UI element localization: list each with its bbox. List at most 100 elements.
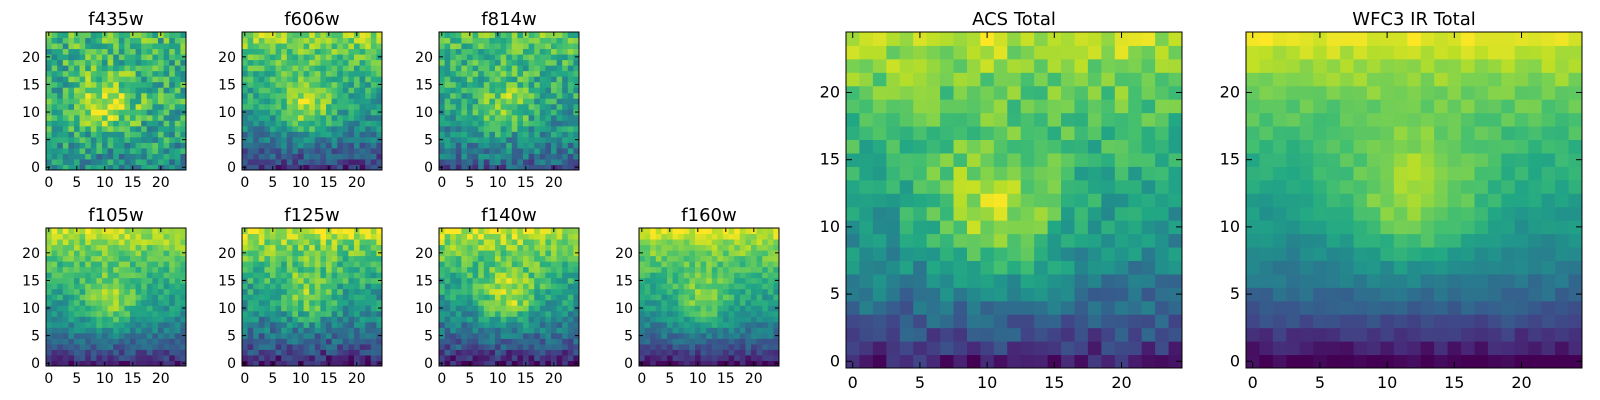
heatmap-cell — [62, 37, 69, 44]
heatmap-cell — [135, 76, 142, 83]
heatmap-cell — [348, 338, 355, 345]
heatmap-cell — [242, 65, 249, 72]
heatmap-cell — [1141, 179, 1156, 194]
heatmap-cell — [354, 65, 361, 72]
heatmap-cell — [146, 261, 153, 268]
heatmap-cell — [130, 239, 137, 246]
y-tick-label: 20 — [218, 246, 236, 262]
heatmap-cell — [562, 321, 569, 328]
heatmap-cell — [899, 300, 914, 315]
heatmap-cell — [667, 299, 674, 306]
heatmap-cell — [253, 125, 260, 132]
heatmap-cell — [130, 109, 137, 116]
heatmap-cell — [745, 360, 752, 367]
heatmap-cell — [79, 327, 86, 334]
heatmap-cell — [500, 158, 507, 165]
heatmap-cell — [534, 228, 541, 235]
heatmap-cell — [365, 98, 372, 105]
heatmap-cell — [292, 76, 299, 83]
heatmap-cell — [281, 310, 288, 317]
heatmap-cell — [337, 327, 344, 334]
heatmap-cell — [180, 87, 187, 94]
heatmap-cell — [264, 310, 271, 317]
x-tick-label: 5 — [268, 371, 277, 387]
heatmap-cell — [359, 321, 366, 328]
heatmap-cell — [46, 103, 53, 110]
heatmap-cell — [762, 354, 769, 361]
heatmap-cell — [1061, 260, 1075, 275]
heatmap-cell — [700, 272, 707, 279]
heatmap-cell — [90, 310, 97, 317]
heatmap-cell — [455, 261, 462, 268]
heatmap-cell — [158, 239, 165, 246]
heatmap-cell — [174, 92, 181, 99]
heatmap-cell — [650, 343, 657, 350]
heatmap-cell — [444, 294, 451, 301]
heatmap-cell — [495, 338, 502, 345]
heatmap-cell — [567, 92, 574, 99]
heatmap-cell — [158, 261, 165, 268]
heatmap-cell — [270, 81, 277, 88]
heatmap-cell — [683, 327, 690, 334]
heatmap-cell — [500, 233, 507, 240]
heatmap-cell — [672, 261, 679, 268]
heatmap-cell — [146, 131, 153, 138]
heatmap-cell — [500, 360, 507, 367]
heatmap-cell — [359, 87, 366, 94]
heatmap-cell — [85, 153, 92, 160]
heatmap-cell — [678, 316, 685, 323]
heatmap-cell — [650, 283, 657, 290]
heatmap-cell — [1020, 341, 1035, 356]
heatmap-cell — [940, 179, 955, 194]
heatmap-cell — [444, 283, 451, 290]
heatmap-cell — [158, 43, 165, 50]
heatmap-cell — [309, 65, 316, 72]
heatmap-cell — [472, 239, 479, 246]
heatmap-cell — [551, 272, 558, 279]
heatmap-cell — [275, 136, 282, 143]
heatmap-cell — [444, 164, 451, 171]
heatmap-cell — [556, 255, 563, 262]
heatmap-cell — [523, 310, 530, 317]
heatmap-cell — [68, 310, 75, 317]
heatmap-cell — [461, 327, 468, 334]
heatmap-cell — [359, 354, 366, 361]
heatmap-cell — [62, 244, 69, 251]
heatmap-cell — [734, 228, 741, 235]
heatmap-cell — [567, 76, 574, 83]
heatmap-cell — [158, 37, 165, 44]
heatmap-cell — [650, 360, 657, 367]
heatmap-cell — [141, 294, 148, 301]
heatmap-cell — [174, 272, 181, 279]
heatmap-cell — [113, 239, 120, 246]
heatmap-cell — [113, 277, 120, 284]
heatmap-cell — [523, 98, 530, 105]
heatmap-cell — [314, 65, 321, 72]
heatmap-cell — [57, 76, 64, 83]
heatmap-cell — [773, 316, 780, 323]
heatmap-cell — [734, 266, 741, 273]
heatmap-cell — [573, 288, 580, 295]
heatmap-cell — [337, 98, 344, 105]
heatmap-cell — [562, 239, 569, 246]
heatmap-cell — [292, 98, 299, 105]
heatmap-cell — [467, 244, 474, 251]
heatmap-cell — [489, 114, 496, 121]
heatmap-cell — [695, 277, 702, 284]
heatmap-cell — [450, 65, 457, 72]
y-tick-label: 15 — [218, 77, 236, 93]
heatmap-cell — [1168, 354, 1183, 369]
heatmap-cell — [551, 65, 558, 72]
heatmap-cell — [348, 244, 355, 251]
heatmap-cell — [102, 65, 109, 72]
heatmap-cell — [74, 147, 81, 154]
heatmap-cell — [678, 239, 685, 246]
heatmap-cell — [146, 283, 153, 290]
heatmap-cell — [158, 299, 165, 306]
heatmap-cell — [1007, 247, 1022, 261]
heatmap-cell — [706, 288, 713, 295]
heatmap-cell — [354, 283, 361, 290]
heatmap-cell — [455, 250, 462, 257]
heatmap-cell — [113, 125, 120, 132]
heatmap-cell — [567, 158, 574, 165]
